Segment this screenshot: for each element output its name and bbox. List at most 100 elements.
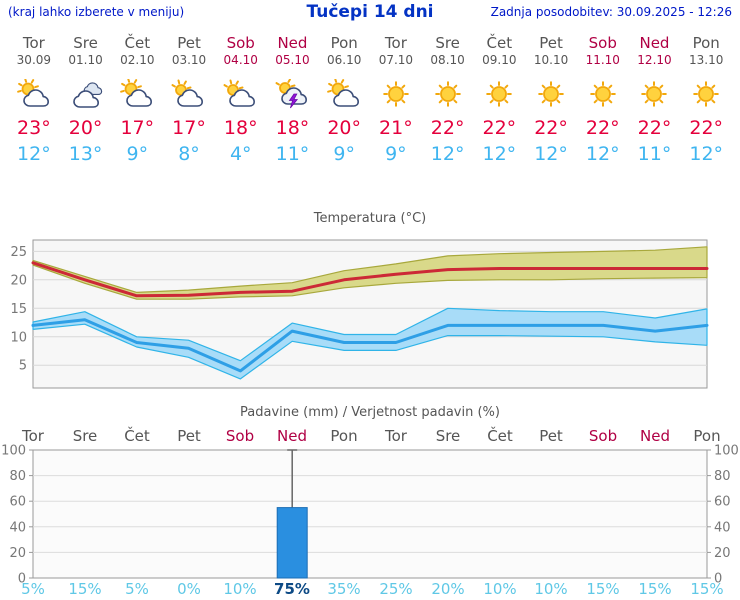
precip-day-label: Ned [277, 427, 307, 445]
menu-hint: (kraj lahko izberete v meniju) [8, 5, 185, 19]
day-name: Tor [22, 34, 45, 52]
precip-day-label: Pet [177, 427, 201, 445]
precip-day-label: Sre [72, 427, 98, 445]
precip-probability: 10% [223, 580, 257, 598]
precip-day-label: Pon [693, 427, 721, 445]
day-max-temperature: 17° [172, 117, 206, 139]
day-name: Pon [330, 34, 358, 52]
page-title: Tučepi 14 dni [306, 2, 434, 22]
precip-probability: 35% [327, 580, 361, 598]
precip-probability: 15% [638, 580, 672, 598]
precip-probability: 10% [534, 580, 568, 598]
svg-text:100: 100 [714, 444, 739, 459]
svg-text:0: 0 [714, 572, 722, 585]
day-date: 06.10 [326, 53, 362, 67]
day-name: Pet [539, 34, 563, 52]
sun-behind-cloud-icon [318, 78, 370, 109]
precip-probability: 5% [125, 580, 149, 598]
temperature-chart: 5 10 15 20 25 [10, 239, 709, 389]
day-column: Pet 03.10 17° 8° [163, 34, 215, 165]
day-max-temperature: 22° [482, 117, 517, 139]
day-max-temperature: 23° [17, 117, 51, 139]
day-date: 04.10 [223, 53, 258, 67]
precip-probability: 0% [177, 580, 201, 598]
sun-icon [680, 79, 732, 109]
precip-probability: 75% [274, 580, 310, 598]
day-date: 13.10 [689, 53, 724, 67]
svg-text:20: 20 [9, 546, 26, 561]
svg-text:80: 80 [714, 469, 731, 484]
day-column: Tor 07.10 21° 9° [370, 34, 422, 165]
day-min-temperature: 12° [482, 143, 517, 165]
day-min-temperature: 8° [178, 143, 200, 165]
precip-probability: 15% [586, 580, 620, 598]
day-column: Sob 11.10 22° 12° [577, 34, 629, 165]
day-name: Ned [639, 34, 670, 52]
day-date: 02.10 [120, 53, 155, 67]
sun-icon [422, 79, 474, 109]
precip-day-label: Sob [588, 427, 618, 445]
day-max-temperature: 20° [327, 117, 362, 139]
precip-day-label: Tor [385, 427, 407, 445]
svg-text:20: 20 [10, 273, 27, 288]
precipitation-chart-title: Padavine (mm) / Verjetnost padavin (%) [240, 405, 500, 420]
day-name: Čet [124, 34, 151, 52]
day-date: 10.10 [533, 53, 569, 67]
day-max-temperature: 17° [120, 117, 155, 139]
day-column: Tor 30.09 23° 12° [8, 34, 60, 165]
sun-icon [577, 79, 629, 109]
precip-day-label: Čet [124, 427, 150, 445]
cloudy-icon [60, 79, 112, 109]
svg-text:40: 40 [714, 520, 731, 535]
svg-text:25: 25 [10, 245, 27, 260]
day-min-temperature: 12° [534, 143, 568, 165]
day-max-temperature: 21° [379, 117, 413, 139]
precip-probability: 5% [21, 580, 45, 598]
day-name: Ned [277, 34, 308, 52]
day-date: 05.10 [275, 53, 310, 67]
day-date: 08.10 [430, 53, 465, 67]
day-date: 11.10 [585, 53, 620, 67]
day-column: Čet 09.10 22° 12° [473, 34, 525, 165]
day-column: Pon 13.10 22° 12° [680, 34, 732, 165]
day-min-temperature: 9° [333, 143, 355, 165]
cloud-sun-icon [163, 79, 215, 109]
day-name: Sre [73, 34, 98, 52]
svg-text:5: 5 [19, 359, 27, 374]
forecast-days: Tor 30.09 23° 12° Sre 01.10 20° 13° Čet 02.10 17° 9… [8, 34, 732, 165]
precip-day-label: Čet [487, 427, 513, 445]
precip-day-label: Pon [330, 427, 358, 445]
sun-icon [473, 79, 525, 109]
day-date: 03.10 [171, 53, 207, 67]
day-min-temperature: 13° [68, 143, 103, 165]
day-min-temperature: 9° [385, 143, 407, 165]
precip-day-label: Tor [22, 427, 44, 445]
precip-probability: 10% [483, 580, 517, 598]
svg-text:80: 80 [9, 469, 26, 484]
day-min-temperature: 11° [637, 143, 672, 165]
svg-text:60: 60 [714, 495, 731, 510]
svg-text:60: 60 [9, 495, 26, 510]
day-max-temperature: 22° [585, 117, 620, 139]
day-column: Pon 06.10 20° 9° [318, 34, 370, 165]
svg-text:15: 15 [10, 302, 27, 317]
svg-text:100: 100 [1, 444, 26, 459]
day-date: 30.09 [16, 53, 52, 67]
day-column: Pet 10.10 22° 12° [525, 34, 577, 165]
sun-icon [370, 79, 422, 109]
day-max-temperature: 18° [275, 117, 310, 139]
temperature-chart-title: Temperatura (°C) [313, 211, 427, 226]
precip-day-label: Sob [225, 427, 255, 445]
day-min-temperature: 12° [585, 143, 620, 165]
day-min-temperature: 9° [126, 143, 149, 165]
precip-probability: 15% [690, 580, 724, 598]
day-column: Ned 05.10 18° 11° [267, 34, 319, 165]
day-name: Sre [435, 34, 460, 52]
day-column: Ned 12.10 22° 11° [629, 34, 681, 165]
day-name: Sob [588, 34, 617, 52]
sun-icon [525, 79, 577, 109]
day-max-temperature: 22° [689, 117, 724, 139]
svg-text:20: 20 [714, 546, 731, 561]
day-date: 12.10 [637, 53, 672, 67]
